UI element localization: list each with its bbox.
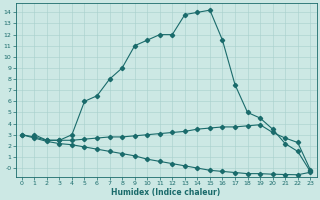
X-axis label: Humidex (Indice chaleur): Humidex (Indice chaleur) xyxy=(111,188,221,197)
